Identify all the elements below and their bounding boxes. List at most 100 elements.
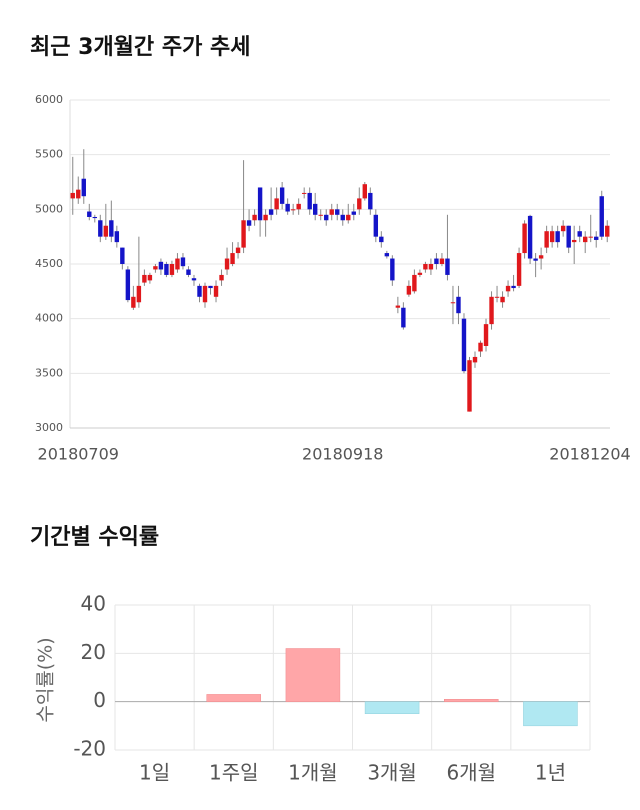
candle-body xyxy=(274,198,279,210)
candle-body xyxy=(605,225,610,237)
candle-body xyxy=(142,274,147,283)
candle-body xyxy=(571,239,577,243)
candle-body xyxy=(494,296,500,298)
candle-body xyxy=(263,214,268,221)
x-tick-label: 1주일 xyxy=(209,761,259,785)
candle-body xyxy=(219,274,224,281)
candle-body xyxy=(461,318,467,372)
y-tick-label: 0 xyxy=(93,688,106,712)
candle-body xyxy=(489,296,494,325)
candle-body xyxy=(257,187,263,221)
candle-body xyxy=(235,247,241,254)
bar xyxy=(285,648,341,702)
candle-body xyxy=(70,192,75,199)
y-tick-label: 20 xyxy=(81,640,106,664)
y-tick-label: 5000 xyxy=(35,202,63,215)
candle-body xyxy=(87,211,92,217)
candle-body xyxy=(478,342,483,352)
candle-body xyxy=(114,231,120,243)
candle-body xyxy=(516,253,522,286)
candle-body xyxy=(527,215,533,259)
candle-body xyxy=(208,285,213,289)
candle-body xyxy=(384,253,390,257)
candle-body xyxy=(120,247,125,264)
candle-body xyxy=(175,258,180,270)
x-tick-label: 20180709 xyxy=(38,445,119,464)
bar xyxy=(444,699,499,702)
candle-body xyxy=(538,255,544,259)
candle-body xyxy=(412,274,417,292)
candle-body xyxy=(335,209,340,215)
candle-body xyxy=(472,356,478,363)
candle-body xyxy=(279,187,285,204)
y-tick-label: 40 xyxy=(81,592,106,616)
candle-body xyxy=(92,216,97,219)
candle-body xyxy=(131,296,136,308)
candle-body xyxy=(153,266,158,270)
x-tick-label: 1일 xyxy=(139,761,170,785)
candle-body xyxy=(373,214,379,237)
candle-body xyxy=(290,209,296,211)
candle-body xyxy=(368,192,373,210)
candle-body xyxy=(500,296,505,303)
candle-body xyxy=(439,258,445,264)
candle-body xyxy=(313,203,318,215)
candle-body xyxy=(307,192,312,210)
candle-body xyxy=(362,184,367,199)
candle-body xyxy=(268,209,274,215)
y-tick-label: 3000 xyxy=(35,421,63,434)
candle-body xyxy=(191,278,197,281)
candle-body xyxy=(224,258,230,270)
candle-body xyxy=(445,258,450,275)
candle-body xyxy=(318,214,323,216)
y-tick-label: -20 xyxy=(73,737,106,761)
candle-body xyxy=(417,272,423,275)
candle-body xyxy=(109,220,114,237)
candle-body xyxy=(98,220,103,237)
candle-body xyxy=(428,264,434,270)
y-tick-label: 3500 xyxy=(35,366,63,379)
x-tick-label: 6개월 xyxy=(446,761,496,785)
x-tick-label: 1개월 xyxy=(288,761,338,785)
candle-body xyxy=(434,258,439,264)
candle-body xyxy=(246,220,252,226)
candle-body xyxy=(406,285,412,295)
candle-body xyxy=(164,264,169,275)
candle-body xyxy=(125,269,131,301)
candle-body xyxy=(533,258,538,261)
bar xyxy=(364,701,420,715)
candle-body xyxy=(340,214,345,221)
candle-body xyxy=(379,236,384,243)
candle-body xyxy=(395,305,401,308)
candle-body xyxy=(230,253,235,264)
x-tick-label: 3개월 xyxy=(367,761,417,785)
candle-body xyxy=(583,236,588,243)
candle-body xyxy=(81,178,86,197)
y-tick-label: 4500 xyxy=(35,257,63,270)
candle-body xyxy=(329,209,334,215)
candle-body xyxy=(180,257,186,267)
candle-body xyxy=(467,360,472,412)
candle-body xyxy=(197,285,202,297)
candle-body xyxy=(577,231,582,237)
candle-body xyxy=(588,236,593,238)
x-tick-label: 20180918 xyxy=(302,445,383,464)
candle-body xyxy=(566,225,571,248)
y-axis-label: 수익률(%) xyxy=(35,637,57,722)
candle-body xyxy=(186,269,191,275)
candle-body xyxy=(456,296,461,314)
candle-body xyxy=(390,258,395,281)
candle-body xyxy=(351,211,356,215)
candle-body xyxy=(594,236,599,240)
y-tick-label: 6000 xyxy=(35,93,63,106)
candle-body xyxy=(357,198,362,210)
chart-title: 기간별 수익률 xyxy=(30,525,159,550)
candle-body xyxy=(346,214,351,221)
candle-body xyxy=(522,223,527,254)
candle-body xyxy=(158,261,164,270)
candle-body xyxy=(103,225,109,237)
candle-body xyxy=(549,231,555,243)
candle-body xyxy=(169,264,175,275)
candle-body xyxy=(324,214,329,221)
